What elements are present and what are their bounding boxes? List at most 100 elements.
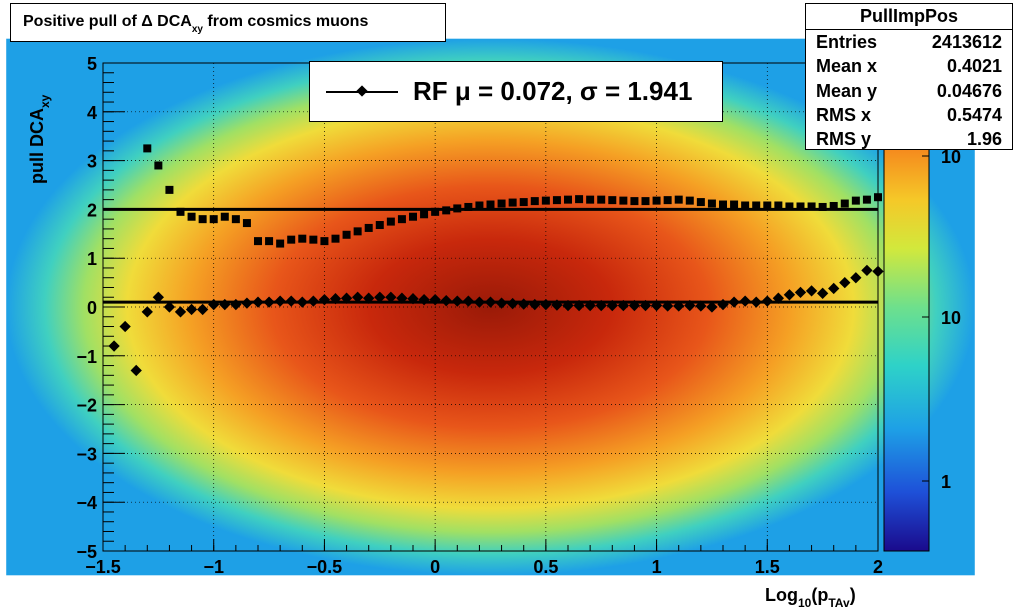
rms-marker bbox=[198, 215, 207, 224]
rms-marker bbox=[741, 201, 750, 210]
rms-marker bbox=[597, 195, 606, 204]
rms-marker bbox=[763, 201, 772, 210]
rms-marker bbox=[719, 200, 727, 209]
x-tick-label: 1 bbox=[652, 557, 662, 577]
y-tick-label: −2 bbox=[76, 396, 97, 416]
rms-marker bbox=[209, 215, 218, 224]
y-tick-label: −5 bbox=[76, 542, 97, 562]
mean-marker bbox=[628, 299, 641, 312]
mean-marker bbox=[728, 296, 740, 308]
rms-marker bbox=[840, 199, 849, 208]
stats-key: Entries bbox=[816, 32, 878, 52]
stats-value: 0.5474 bbox=[946, 104, 1002, 125]
rms-marker bbox=[187, 212, 196, 221]
rms-marker bbox=[774, 201, 783, 210]
rms-marker bbox=[497, 199, 506, 208]
rms-marker bbox=[519, 198, 528, 207]
rms-marker bbox=[851, 196, 860, 205]
rms-marker bbox=[552, 196, 561, 205]
rms-marker bbox=[475, 201, 484, 210]
mean-marker bbox=[363, 292, 375, 304]
stats-value: 2413612 bbox=[931, 32, 1002, 52]
rms-marker bbox=[630, 197, 639, 206]
rms-marker bbox=[231, 215, 240, 224]
y-tick-label: −3 bbox=[76, 444, 97, 464]
mean-marker bbox=[540, 298, 552, 311]
mean-marker bbox=[285, 295, 297, 307]
mean-marker bbox=[529, 298, 541, 311]
mean-marker bbox=[772, 292, 785, 304]
mean-marker bbox=[473, 296, 486, 308]
rms-marker bbox=[641, 197, 650, 206]
mean-marker bbox=[208, 298, 220, 311]
rms-marker bbox=[276, 239, 285, 248]
rms-marker bbox=[541, 196, 550, 205]
mean-marker bbox=[828, 282, 840, 295]
stats-key: RMS x bbox=[816, 104, 872, 125]
rms-marker bbox=[453, 204, 462, 213]
rms-marker bbox=[298, 234, 307, 243]
stats-title: PullImpPos bbox=[806, 4, 1012, 30]
rms-marker bbox=[685, 196, 694, 205]
y-tick-label: 3 bbox=[87, 152, 97, 172]
mean-marker bbox=[318, 294, 331, 306]
mean-marker bbox=[252, 296, 264, 308]
mean-marker bbox=[407, 293, 419, 305]
color-scale-axis: 10 10 1 bbox=[922, 147, 961, 492]
rms-marker bbox=[652, 196, 661, 205]
rms-marker bbox=[353, 227, 362, 236]
x-tick-label: −1 bbox=[203, 557, 224, 577]
rms-marker bbox=[254, 237, 262, 246]
stats-value: 1.96 bbox=[966, 129, 1002, 150]
rms-marker bbox=[663, 196, 672, 205]
rms-marker bbox=[752, 201, 761, 210]
mean-marker bbox=[429, 294, 441, 306]
mean-marker bbox=[706, 301, 718, 313]
mean-marker bbox=[174, 306, 187, 318]
mean-marker bbox=[296, 296, 308, 308]
mean-marker bbox=[274, 295, 286, 307]
rms-marker bbox=[508, 198, 517, 207]
y-tick-label: 1 bbox=[87, 249, 97, 269]
mean-marker bbox=[739, 295, 751, 307]
x-axis: −1.5 −1 −0.5 0 0.5 1 1.5 2 bbox=[85, 539, 883, 577]
rms-marker bbox=[442, 206, 451, 215]
mean-marker bbox=[595, 299, 607, 312]
mean-marker bbox=[750, 296, 762, 308]
rms-marker bbox=[165, 185, 174, 194]
mean-marker bbox=[617, 299, 630, 312]
rms-marker bbox=[397, 215, 406, 224]
mean-marker bbox=[374, 291, 386, 303]
rms-marker bbox=[143, 144, 152, 153]
mean-marker bbox=[196, 303, 209, 316]
mean-marker bbox=[861, 264, 873, 277]
rms-marker bbox=[386, 217, 395, 226]
rms-marker bbox=[342, 230, 351, 239]
mean-marker bbox=[562, 299, 574, 312]
y-tick-label: −1 bbox=[76, 347, 97, 367]
y-tick-label: 0 bbox=[87, 298, 97, 318]
rms-marker bbox=[785, 202, 794, 211]
mean-marker bbox=[484, 296, 497, 308]
x-tick-label: −1.5 bbox=[85, 557, 121, 577]
rms-marker bbox=[331, 234, 340, 243]
mean-marker bbox=[839, 276, 851, 289]
chart-title-box: Positive pull of Δ DCAxy from cosmics mu… bbox=[10, 3, 446, 42]
mean-marker bbox=[385, 291, 397, 303]
rms-marker bbox=[176, 207, 185, 216]
chart-title: Positive pull of Δ DCAxy from cosmics mu… bbox=[23, 13, 369, 35]
stats-box: PullImpPos Entries 2413612 Mean x 0.4021 M… bbox=[805, 3, 1013, 150]
mean-marker bbox=[263, 296, 275, 308]
mean-marker bbox=[783, 289, 796, 301]
mean-marker bbox=[141, 306, 153, 318]
mean-marker bbox=[794, 286, 807, 299]
mean-marker bbox=[230, 298, 242, 311]
x-tick-label: 1.5 bbox=[755, 557, 780, 577]
rms-marker bbox=[464, 202, 473, 211]
mean-marker bbox=[551, 299, 563, 311]
x-tick-label: 0.5 bbox=[533, 557, 558, 577]
y-axis: 5 4 3 2 1 0 −1 −2 −3 −4 −5 bbox=[76, 54, 125, 562]
mean-marker bbox=[418, 294, 430, 306]
mean-marker bbox=[639, 299, 652, 312]
z-tick-label: 10 bbox=[941, 147, 961, 167]
